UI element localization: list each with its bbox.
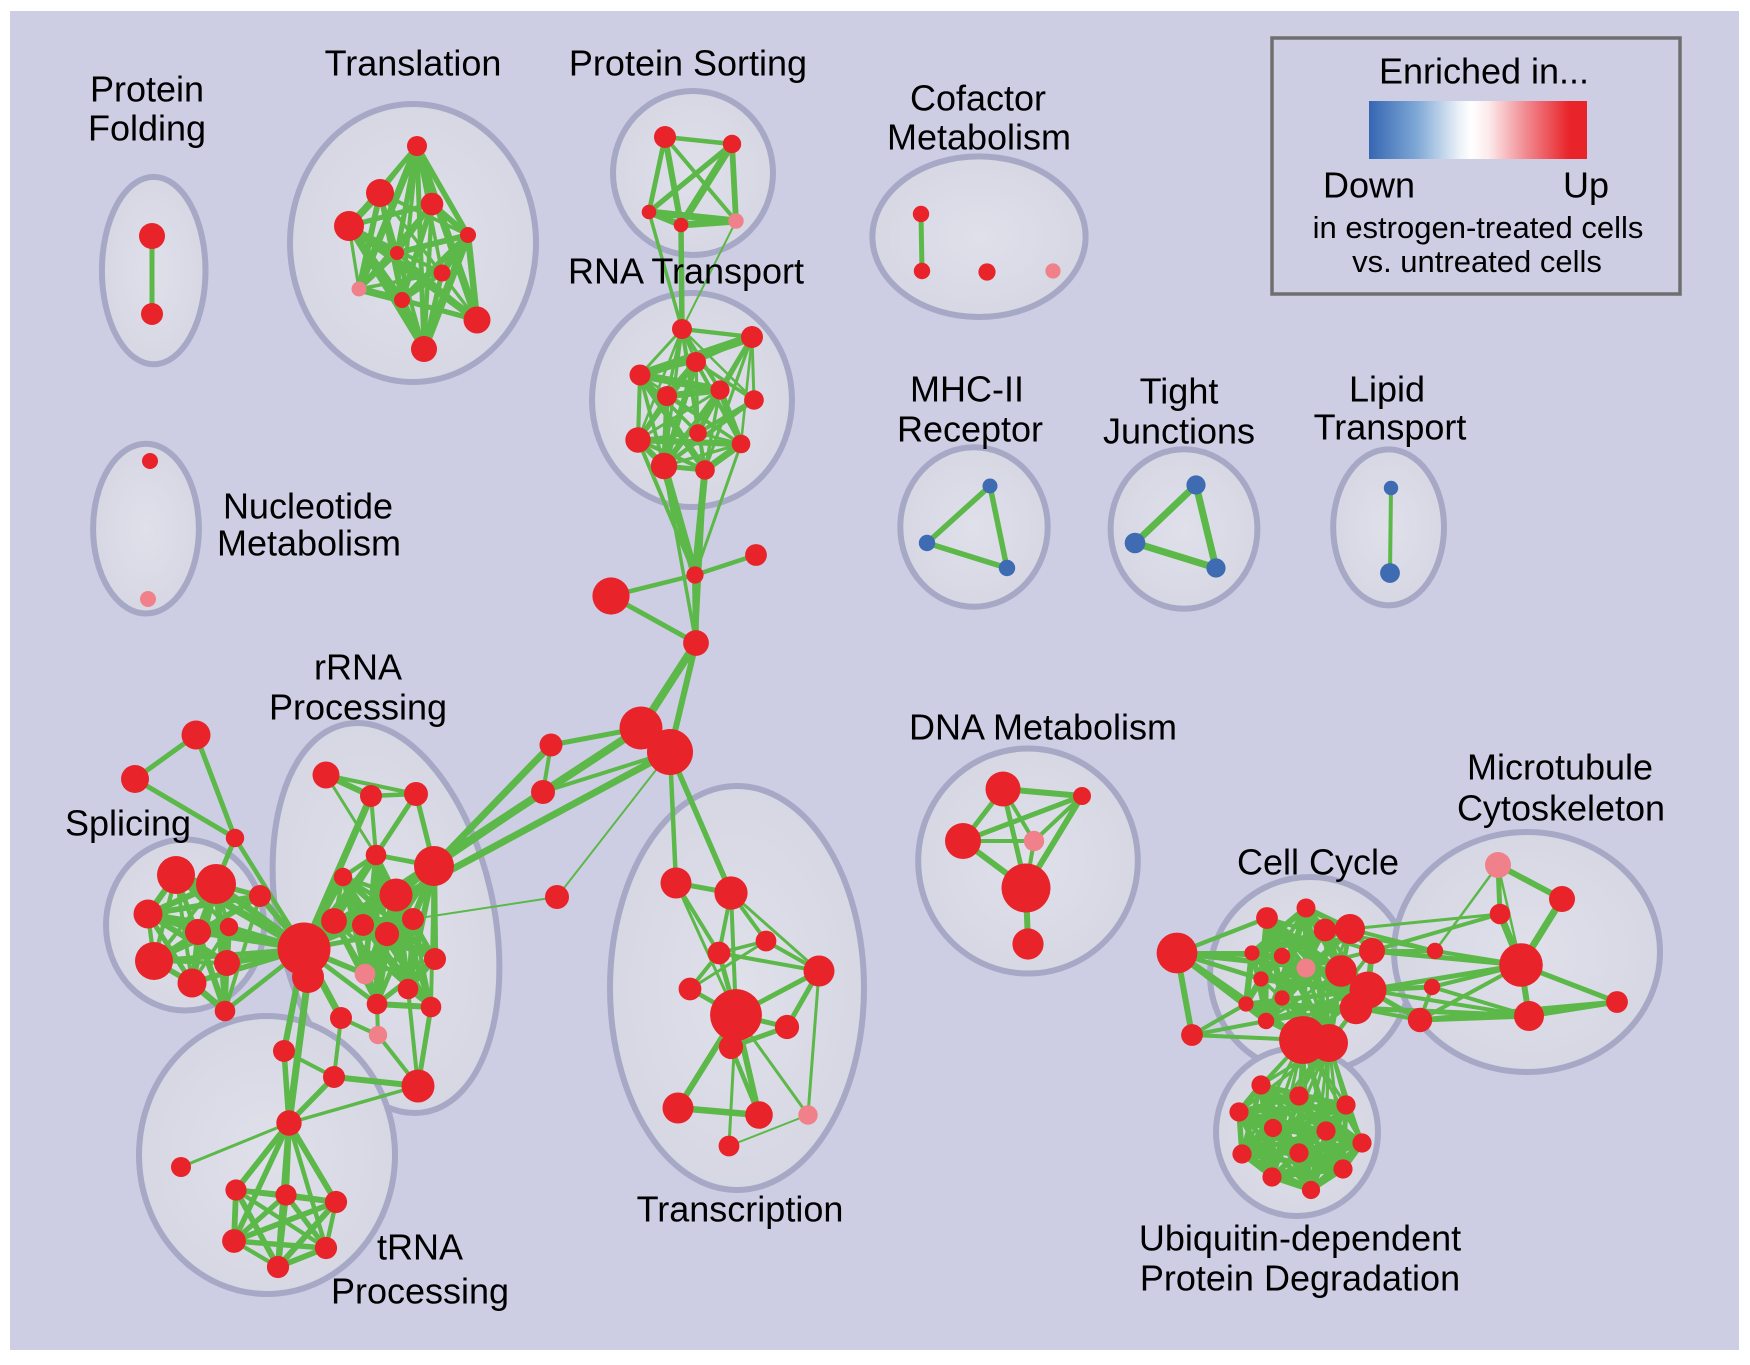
svg-text:Enriched in...: Enriched in... bbox=[1379, 51, 1589, 92]
svg-text:Cofactor: Cofactor bbox=[910, 78, 1046, 119]
svg-text:Junctions: Junctions bbox=[1103, 411, 1255, 452]
svg-text:in estrogen-treated cells: in estrogen-treated cells bbox=[1313, 210, 1644, 245]
svg-text:rRNA: rRNA bbox=[314, 647, 402, 688]
svg-text:Protein: Protein bbox=[90, 69, 204, 110]
svg-text:Protein Degradation: Protein Degradation bbox=[1140, 1258, 1460, 1299]
svg-text:Lipid: Lipid bbox=[1349, 369, 1425, 410]
svg-text:Cytoskeleton: Cytoskeleton bbox=[1457, 788, 1665, 829]
svg-text:MHC-II: MHC-II bbox=[910, 369, 1024, 410]
svg-text:Ubiquitin-dependent: Ubiquitin-dependent bbox=[1139, 1218, 1461, 1259]
svg-text:Translation: Translation bbox=[325, 43, 502, 84]
svg-text:tRNA: tRNA bbox=[377, 1227, 463, 1268]
svg-text:Microtubule: Microtubule bbox=[1467, 747, 1653, 788]
svg-text:Up: Up bbox=[1563, 165, 1609, 206]
svg-text:Nucleotide: Nucleotide bbox=[223, 486, 393, 527]
svg-text:Folding: Folding bbox=[88, 108, 206, 149]
svg-text:RNA Transport: RNA Transport bbox=[568, 251, 804, 292]
svg-text:Processing: Processing bbox=[269, 687, 447, 728]
svg-text:DNA Metabolism: DNA Metabolism bbox=[909, 707, 1177, 748]
svg-text:Cell Cycle: Cell Cycle bbox=[1237, 842, 1399, 883]
svg-text:Transport: Transport bbox=[1314, 407, 1467, 448]
svg-text:Tight: Tight bbox=[1140, 371, 1219, 412]
svg-text:Processing: Processing bbox=[331, 1271, 509, 1312]
svg-text:Protein Sorting: Protein Sorting bbox=[569, 43, 807, 84]
svg-text:Splicing: Splicing bbox=[65, 803, 191, 844]
svg-text:Down: Down bbox=[1323, 165, 1415, 206]
svg-text:Metabolism: Metabolism bbox=[217, 523, 401, 564]
svg-text:Receptor: Receptor bbox=[897, 409, 1043, 450]
svg-text:Metabolism: Metabolism bbox=[887, 117, 1071, 158]
svg-text:vs. untreated cells: vs. untreated cells bbox=[1352, 244, 1602, 279]
svg-text:Transcription: Transcription bbox=[637, 1189, 844, 1230]
